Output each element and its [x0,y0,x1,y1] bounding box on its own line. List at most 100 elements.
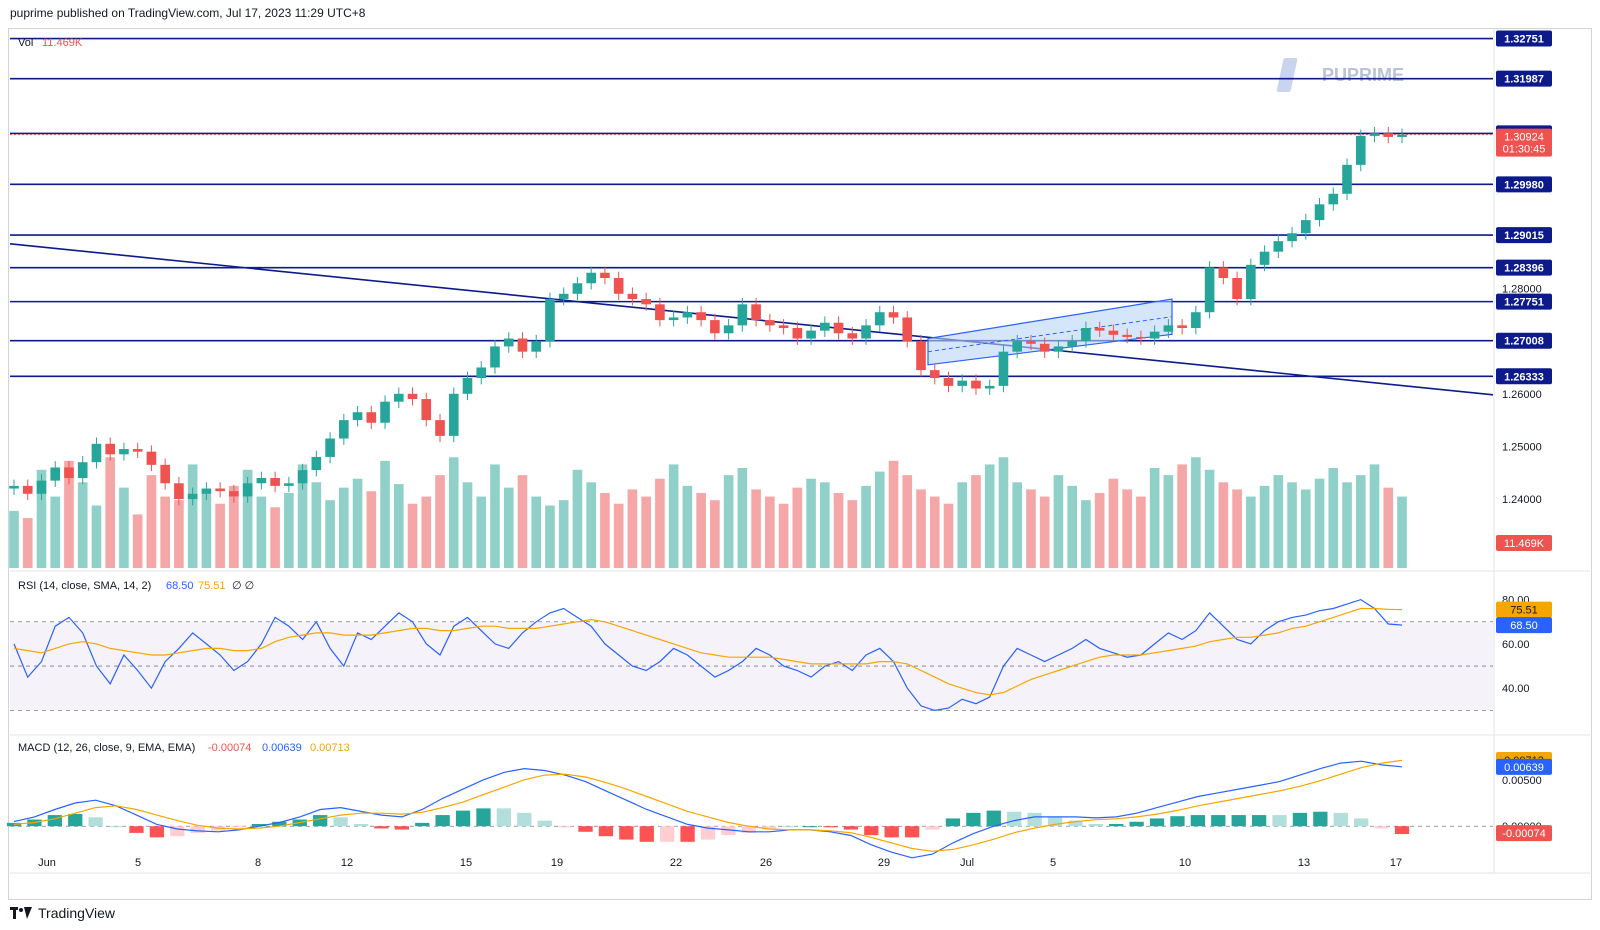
x-axis-label: 19 [551,857,563,869]
candle-body [558,293,569,300]
publish-info: puprime published on TradingView.com, Ju… [10,6,366,20]
candle-body [256,478,267,484]
candle-body [187,493,198,500]
candle-body [1232,278,1242,300]
macd-histogram-bar [251,823,267,827]
current-price-label: 1.30924 [1504,132,1544,144]
volume-bar [1232,489,1242,568]
volume-bar [490,464,500,568]
candle-body [517,338,528,352]
volume-bar [874,471,885,568]
macd-histogram-bar [1170,816,1185,827]
level-label: 1.27751 [1504,297,1544,309]
macd-histogram-bar [904,826,920,838]
candle-body [160,464,170,484]
x-axis-label: 12 [341,857,353,869]
candle-body [366,412,377,423]
candle-body [105,443,116,455]
macd-histogram-bar [619,826,634,840]
candle-body [352,412,363,421]
macd-histogram-bar [1333,812,1348,827]
macd-histogram-bar [1190,815,1206,827]
level-label-box [1496,30,1552,47]
candle-body [1191,312,1201,328]
candle-body [1204,267,1215,313]
candle-body [737,304,748,326]
volume-bar [751,489,761,568]
macd-histogram-bar [578,826,593,832]
candle-body [1026,341,1036,344]
macd-histogram-bar [129,826,144,833]
candle-body [1259,251,1270,265]
volume-bar [1191,457,1201,568]
macd-histogram-bar [537,820,552,827]
macd-histogram-bar [68,813,83,827]
x-axis-label: 13 [1298,857,1310,869]
volume-bar [50,496,61,568]
macd-histogram-bar [639,826,654,842]
candle-body [435,420,445,436]
candle-body [1149,331,1160,339]
macd-badge [1496,758,1552,775]
candle-body [297,470,308,484]
candle-body [1081,328,1091,342]
macd-histogram-bar [1007,811,1022,827]
candle-body [600,272,610,278]
level-label-box [1496,332,1552,349]
macd-scale-label: 0.00500 [1502,775,1542,787]
candle-body [311,456,322,471]
macd-histogram-bar [374,826,389,829]
volume-bar [792,487,803,568]
macd-histogram-bar [517,812,532,827]
macd-histogram-bar [1272,815,1287,827]
volume-bar [270,507,280,568]
volume-bar [1314,478,1325,568]
volume-bar [1108,478,1119,568]
rsi-scale-label: 40.00 [1502,683,1530,695]
macd-histogram-bar [782,826,797,828]
volume-bar [1136,496,1146,568]
macd-histogram-bar [700,826,716,840]
candle-body [325,438,335,457]
candle-body [627,293,638,300]
volume-bar [119,487,129,568]
candle-body [174,483,184,500]
candle-body [943,378,954,386]
candle-body [407,393,418,400]
volume-bar [861,485,871,568]
candle-body [1163,325,1174,332]
macd-histogram-bar [843,826,859,830]
macd-histogram-bar [149,826,165,838]
volume-bar [187,464,198,568]
macd-histogram-bar [170,826,185,837]
macd-histogram-bar [394,826,409,830]
volume-badge [1496,535,1552,551]
volume-bar [847,500,858,568]
level-label-box [1496,176,1552,193]
volume-bar [1342,482,1352,568]
macd-histogram-bar [741,826,756,833]
volume-bar [916,489,926,568]
candle-body [1136,336,1146,339]
candle-body [668,317,679,321]
volume-bar [1287,482,1297,568]
channel-midline [927,316,1173,353]
macd-histogram-bar [660,826,675,842]
candle-body [641,299,651,305]
vol-title: Vol [18,37,33,49]
candle-body [1108,330,1119,335]
candle-body [572,283,583,294]
volume-bar [242,469,253,568]
price-channel [927,298,1173,366]
volume-bar [1094,493,1105,568]
level-label-box [1496,70,1552,87]
candle-body [9,485,19,489]
volume-bar [586,482,596,568]
macd-histogram-bar [557,826,573,828]
volume-bar [1177,464,1187,568]
volume-bar [201,489,212,568]
macd-histogram-bar [1211,815,1226,827]
candle-body [751,304,761,321]
macd-histogram-bar [1394,826,1410,835]
